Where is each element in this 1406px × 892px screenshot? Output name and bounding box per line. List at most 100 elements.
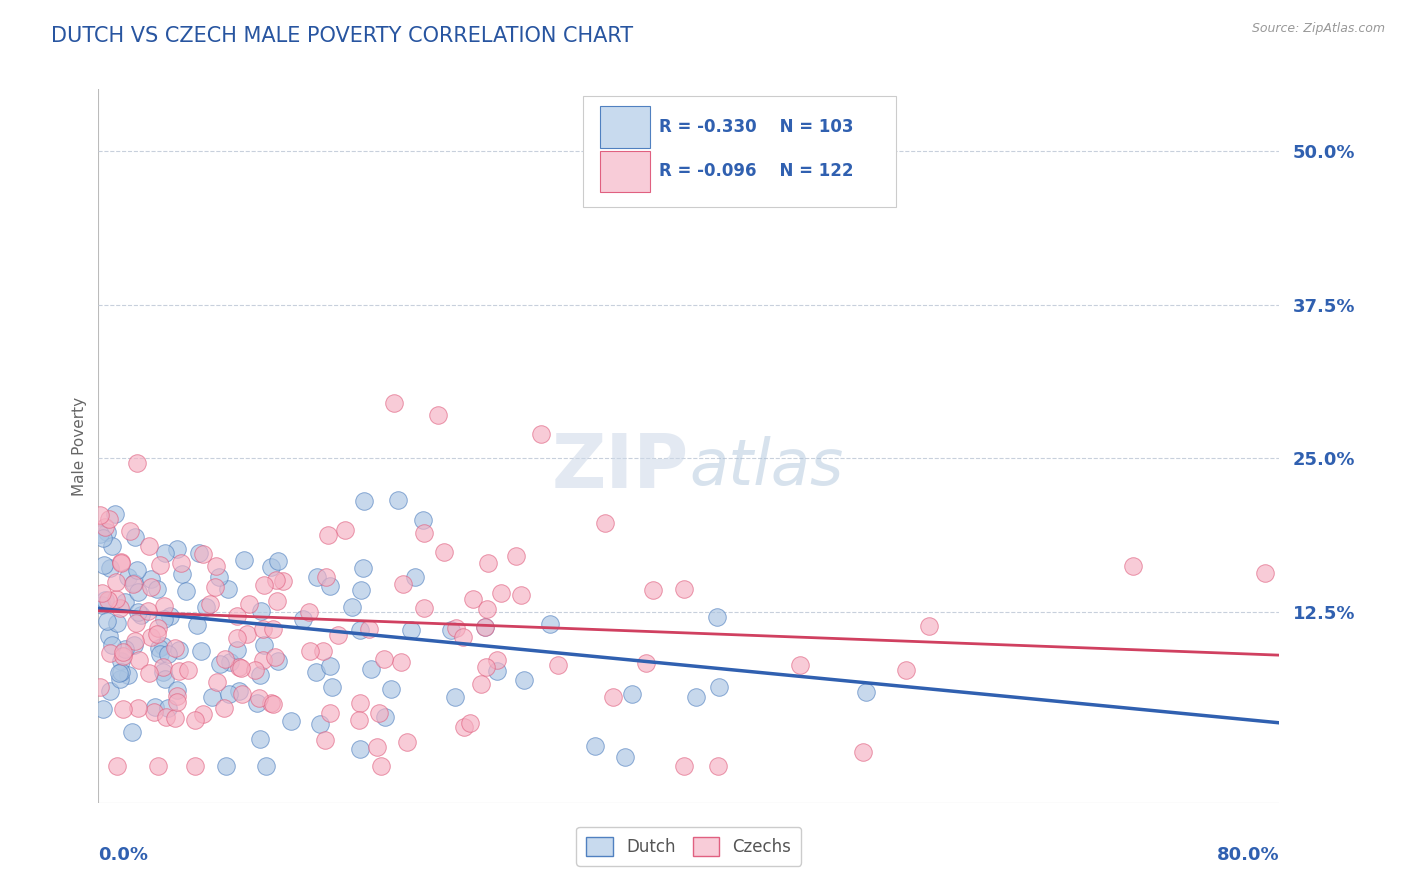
Point (190, 644, 212, 658)
Point (170, 567, 193, 582)
Point (614, 750, 637, 764)
Point (249, 731, 271, 746)
Point (228, 660, 250, 674)
Point (117, 570, 139, 584)
Point (246, 696, 269, 710)
Point (146, 621, 169, 635)
Point (141, 630, 163, 644)
Point (101, 540, 124, 554)
Point (349, 742, 371, 756)
Point (138, 539, 160, 553)
Point (149, 648, 172, 662)
Point (105, 591, 128, 606)
Point (98, 629, 121, 643)
Text: 80.0%: 80.0% (1216, 846, 1279, 863)
Point (247, 691, 270, 706)
Point (395, 735, 418, 749)
Point (357, 622, 380, 636)
Point (152, 639, 174, 653)
Point (125, 456, 148, 470)
Point (305, 570, 328, 584)
Point (412, 526, 434, 541)
Point (149, 558, 172, 573)
Point (89, 526, 111, 541)
Point (148, 640, 170, 655)
Point (387, 493, 409, 508)
Point (163, 640, 186, 655)
Point (254, 759, 277, 773)
Point (167, 664, 190, 678)
Point (138, 665, 160, 680)
Point (368, 706, 391, 720)
Point (250, 604, 273, 618)
Point (205, 558, 228, 573)
Point (252, 653, 274, 667)
Point (89, 508, 111, 522)
Point (112, 648, 135, 663)
Point (91, 531, 114, 545)
Point (159, 609, 181, 624)
Point (443, 690, 465, 705)
Point (167, 643, 190, 657)
Point (266, 654, 288, 668)
Text: ZIP: ZIP (551, 431, 689, 504)
Point (121, 725, 143, 739)
Point (96, 525, 118, 540)
Point (218, 687, 240, 701)
Point (253, 578, 276, 592)
Point (486, 653, 509, 667)
Point (166, 541, 188, 556)
Point (117, 668, 139, 682)
Point (91, 586, 114, 600)
Point (98, 646, 121, 660)
Point (319, 659, 342, 673)
Point (217, 582, 239, 597)
Point (370, 759, 392, 773)
FancyBboxPatch shape (582, 96, 896, 207)
Point (157, 647, 180, 661)
Point (136, 604, 159, 618)
Point (643, 583, 665, 598)
Point (201, 690, 224, 705)
Point (595, 516, 617, 530)
Point (319, 706, 342, 720)
Point (249, 667, 271, 681)
Y-axis label: Male Poverty: Male Poverty (72, 396, 87, 496)
Point (229, 661, 252, 675)
Point (707, 680, 730, 694)
Point (238, 597, 260, 611)
Point (707, 759, 730, 773)
Point (505, 549, 527, 563)
Point (319, 579, 342, 593)
Point (208, 657, 231, 672)
Point (110, 665, 132, 679)
Point (851, 745, 873, 759)
Point (125, 563, 148, 577)
Point (233, 553, 256, 567)
Point (112, 701, 135, 715)
Point (1122, 559, 1144, 574)
Point (101, 638, 124, 652)
Point (314, 732, 336, 747)
Point (122, 638, 145, 652)
Point (340, 599, 363, 614)
Point (98, 683, 121, 698)
Point (373, 651, 395, 665)
Point (380, 681, 402, 696)
Point (124, 530, 146, 544)
Point (146, 627, 169, 641)
Point (412, 601, 434, 615)
Point (260, 696, 283, 710)
Point (291, 611, 314, 625)
Point (120, 524, 142, 538)
Text: Source: ZipAtlas.com: Source: ZipAtlas.com (1251, 22, 1385, 36)
Point (349, 696, 371, 710)
Point (139, 581, 162, 595)
Point (214, 652, 236, 666)
Point (458, 716, 481, 731)
Point (93, 592, 115, 607)
Point (620, 686, 643, 700)
Point (170, 557, 193, 571)
Point (146, 759, 169, 773)
Point (226, 631, 249, 645)
